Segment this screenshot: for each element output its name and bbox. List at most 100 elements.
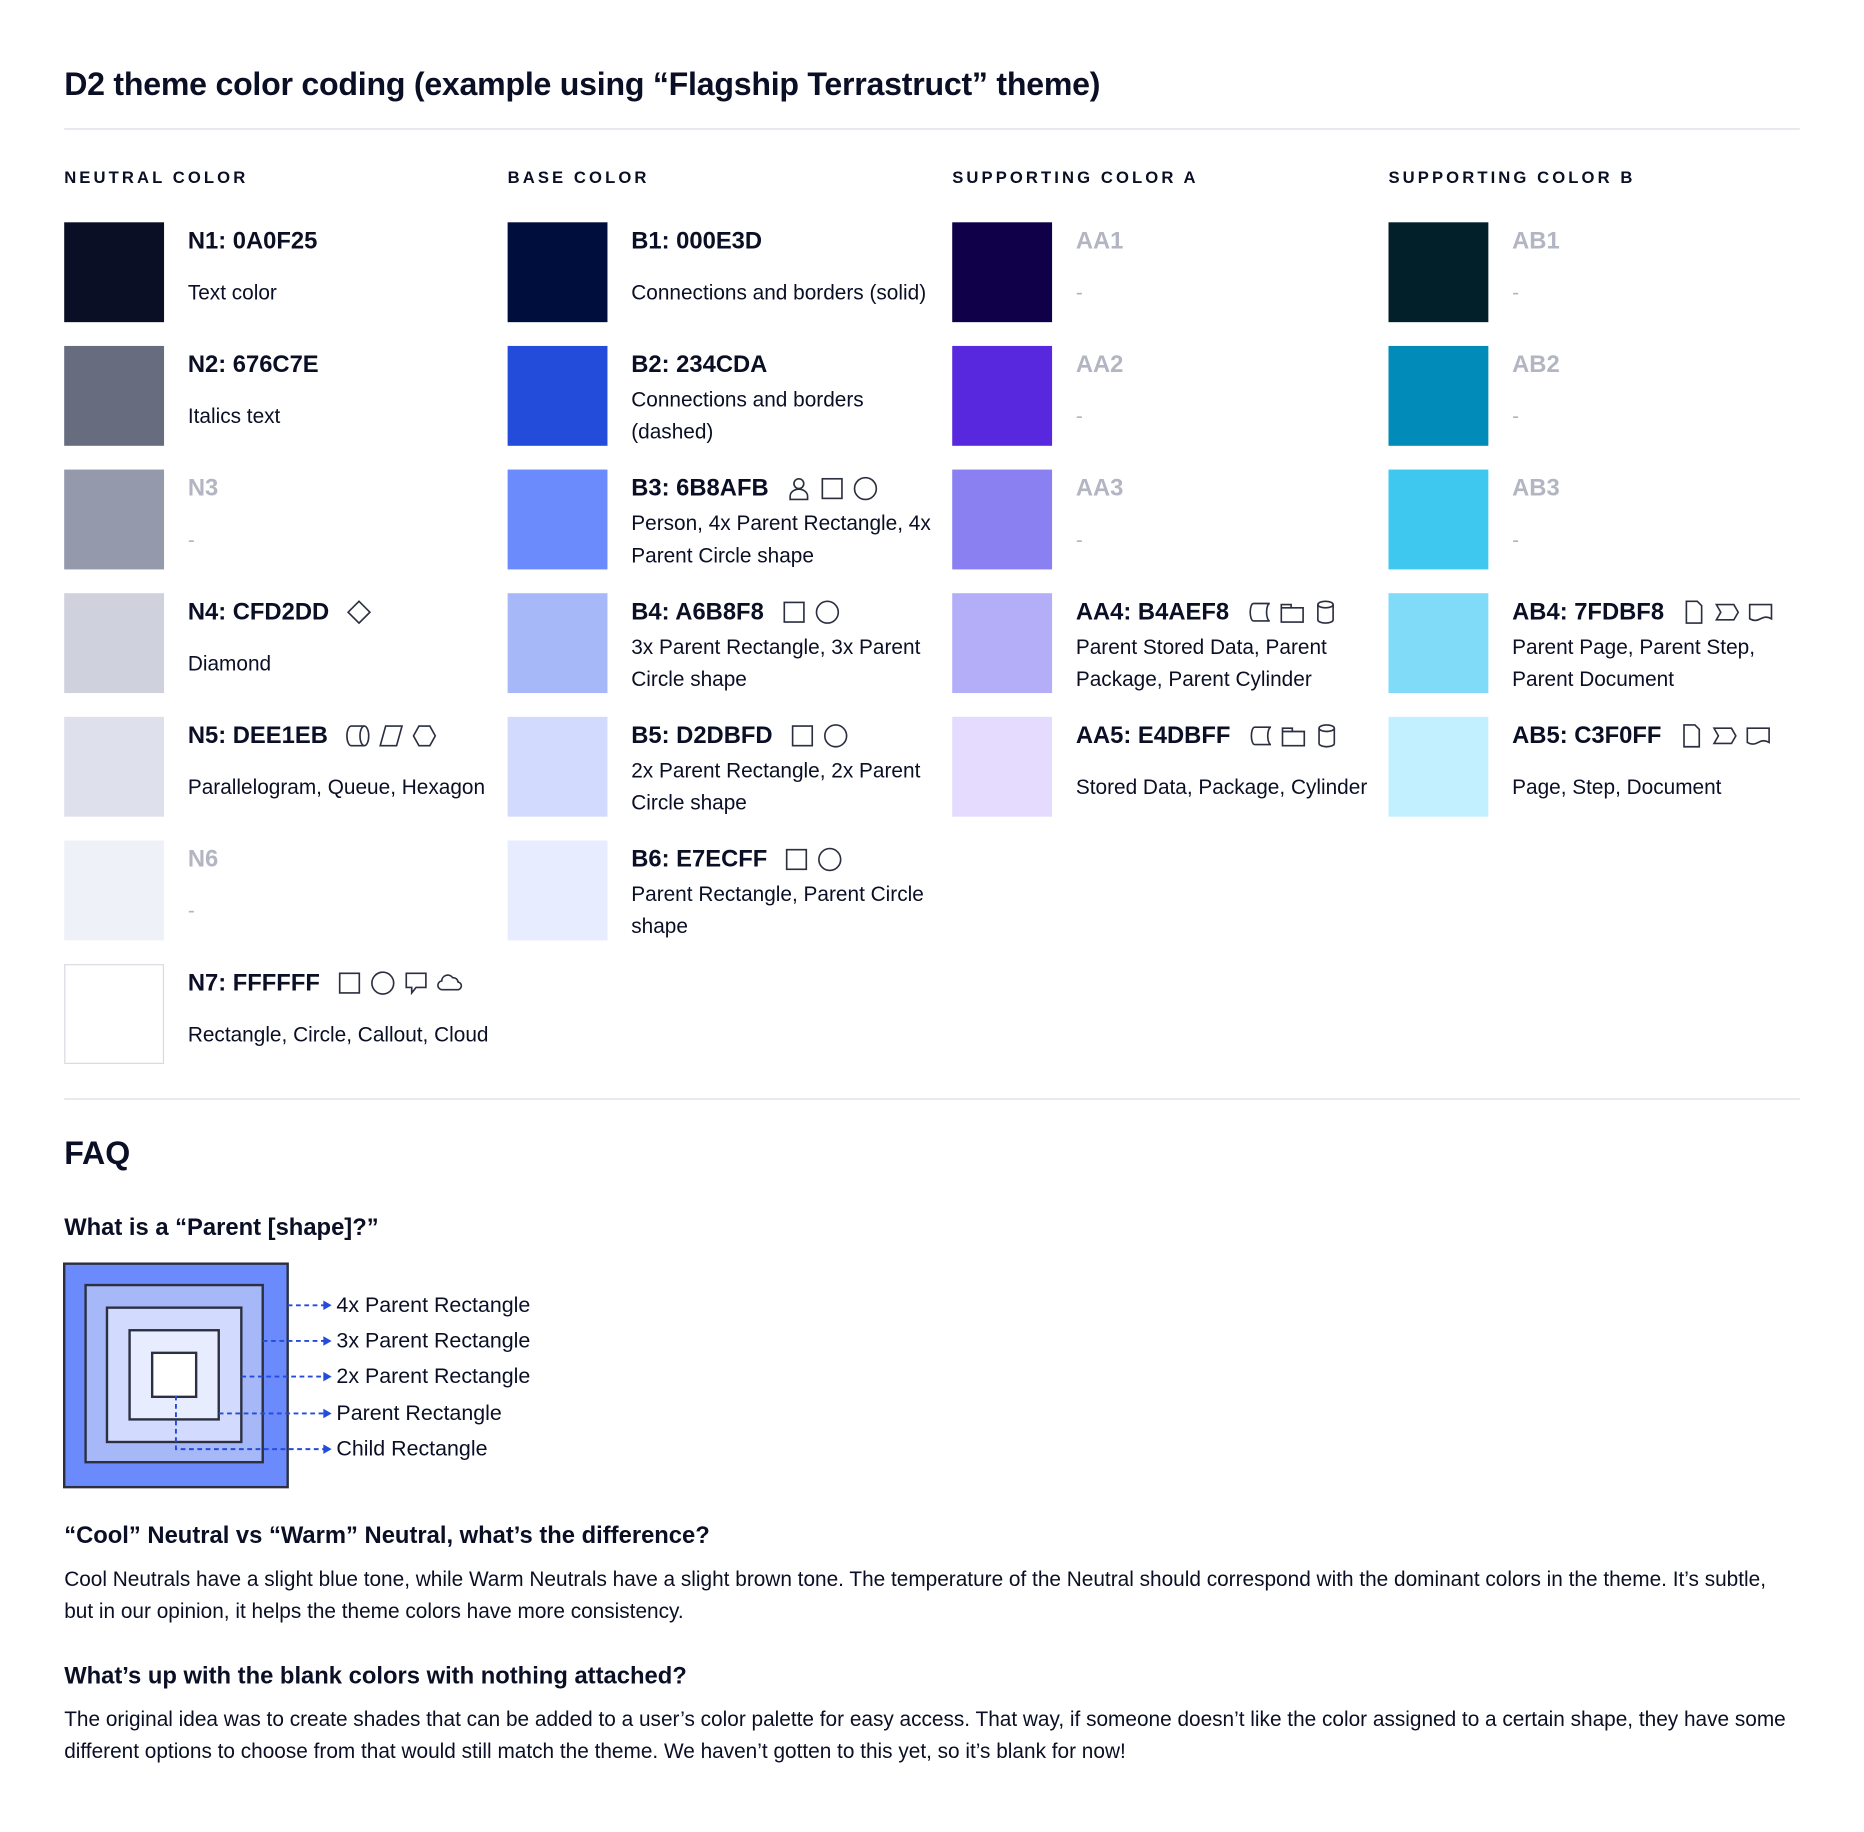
shape-icons <box>785 476 878 502</box>
color-info: N2: 676C7E Italics text <box>188 346 497 446</box>
color-label: B5: D2DBFD <box>631 717 940 755</box>
color-entry: B6: E7ECFF Parent Rectangle, Parent Circl… <box>507 840 936 941</box>
color-entry: AA5: E4DBFF Stored Data, Package, Cylinde… <box>952 716 1380 817</box>
shape-icons <box>1678 723 1771 749</box>
color-usage: - <box>188 508 497 572</box>
divider <box>64 128 1800 130</box>
color-label: AB5: C3F0FF <box>1512 717 1821 755</box>
shape-icons <box>784 846 843 872</box>
color-code: B5: D2DBFD <box>631 722 773 749</box>
color-usage: - <box>1076 260 1385 324</box>
color-entry: B2: 234CDA Connections and borders (dashe… <box>507 345 936 446</box>
step-icon <box>1712 727 1737 745</box>
queue-icon <box>345 725 370 747</box>
color-swatch <box>64 469 165 570</box>
color-info: AA3 - <box>1076 470 1385 570</box>
package-icon <box>1280 603 1304 623</box>
faq-question-parent-shape: What is a “Parent [shape]?” <box>64 1214 379 1242</box>
color-swatch <box>1388 593 1489 694</box>
color-label: AA4: B4AEF8 <box>1076 593 1385 631</box>
color-swatch <box>952 222 1053 323</box>
color-usage-text: Parent Rectangle, Parent Circle shape <box>631 882 924 938</box>
color-usage-text: - <box>1075 527 1083 551</box>
divider <box>64 1098 1800 1100</box>
column-heading: Supporting color B <box>1388 167 1636 187</box>
shape-icons <box>337 970 463 996</box>
color-info: AB3 - <box>1512 470 1821 570</box>
faq-question-blank-colors: What’s up with the blank colors with not… <box>64 1663 687 1690</box>
color-entry: AB5: C3F0FF Page, Step, Document <box>1388 716 1816 817</box>
color-entry: AA1 - <box>952 222 1380 323</box>
cloud-icon <box>437 974 463 991</box>
column-heading: Supporting color A <box>952 167 1199 187</box>
color-swatch <box>952 593 1053 694</box>
color-info: AA2 - <box>1076 346 1385 446</box>
color-usage-text: Connections and borders (dashed) <box>631 387 864 444</box>
color-code: AB1 <box>1512 227 1560 254</box>
color-usage: Diamond <box>188 631 497 695</box>
faq-heading: FAQ <box>64 1135 131 1171</box>
stored-data-icon <box>1249 602 1270 622</box>
color-usage-text: Page, Step, Document <box>1512 774 1722 799</box>
color-swatch <box>952 469 1053 570</box>
color-entry: AA2 - <box>952 345 1380 446</box>
color-label: N4: CFD2DD <box>188 593 497 631</box>
color-entry: AB2 - <box>1388 345 1816 446</box>
shape-icons <box>789 723 848 749</box>
diagram-label-child: Child Rectangle <box>336 1436 488 1461</box>
color-code: N5: DEE1EB <box>187 722 328 749</box>
color-usage: Parent Stored Data, Parent Package, Pare… <box>1076 631 1385 695</box>
person-icon <box>788 477 808 501</box>
color-swatch <box>64 716 165 817</box>
color-usage-text: Parallelogram, Queue, Hexagon <box>187 774 486 799</box>
color-label: AA3 <box>1076 470 1385 508</box>
color-usage: - <box>1512 384 1821 448</box>
document-icon <box>1748 603 1773 622</box>
color-info: B2: 234CDA Connections and borders (dashe… <box>631 346 940 446</box>
color-code: N4: CFD2DD <box>187 598 330 625</box>
color-info: B1: 000E3D Connections and borders (solid… <box>631 222 940 322</box>
color-info: AA1 - <box>1076 222 1385 322</box>
color-swatch <box>507 593 608 694</box>
color-label: N5: DEE1EB <box>188 717 497 755</box>
color-code: B2: 234CDA <box>631 351 768 378</box>
color-entry: B5: D2DBFD 2x Parent Rectangle, 2x Parent… <box>507 716 936 817</box>
color-usage: Page, Step, Document <box>1512 755 1821 819</box>
color-usage: Italics text <box>188 384 497 448</box>
color-usage-text: - <box>187 898 195 922</box>
color-code: N6 <box>187 845 219 872</box>
color-entry: AB4: 7FDBF8 Parent Page, Parent Step, Par… <box>1388 593 1816 694</box>
color-swatch <box>1388 345 1489 446</box>
color-entry: AA3 - <box>952 469 1380 570</box>
column-heading: Base color <box>507 167 650 187</box>
color-entry: N1: 0A0F25 Text color <box>64 222 492 323</box>
shape-icons <box>1247 723 1340 749</box>
color-usage-text: - <box>1075 279 1083 304</box>
color-entry: N6 - <box>64 840 492 941</box>
rectangle-icon <box>782 601 805 623</box>
color-usage: 3x Parent Rectangle, 3x Parent Circle sh… <box>631 631 940 695</box>
color-code: N7: FFFFFF <box>187 969 320 996</box>
color-usage-text: Rectangle, Circle, Callout, Cloud <box>187 1021 489 1046</box>
package-icon <box>1281 727 1306 747</box>
color-swatch <box>952 345 1053 446</box>
color-info: N6 - <box>188 840 497 940</box>
arrowhead <box>323 1336 332 1346</box>
color-label: B6: E7ECFF <box>631 840 940 878</box>
color-swatch <box>952 716 1053 817</box>
rectangle-icon <box>786 848 808 871</box>
color-usage: - <box>1076 384 1385 448</box>
color-swatch <box>64 345 165 446</box>
color-usage: - <box>188 879 497 943</box>
connector-child-rectangle <box>174 1395 326 1451</box>
stored-data-icon <box>1250 726 1272 746</box>
circle-icon <box>818 847 843 872</box>
color-entry: AB3 - <box>1388 469 1816 570</box>
color-label: AA1 <box>1076 222 1385 260</box>
color-swatch <box>507 469 608 570</box>
color-usage-text: - <box>187 527 195 551</box>
shape-icons <box>780 599 839 625</box>
color-usage: Person, 4x Parent Rectangle, 4x Parent C… <box>631 508 940 572</box>
color-usage: Stored Data, Package, Cylinder <box>1076 755 1385 819</box>
